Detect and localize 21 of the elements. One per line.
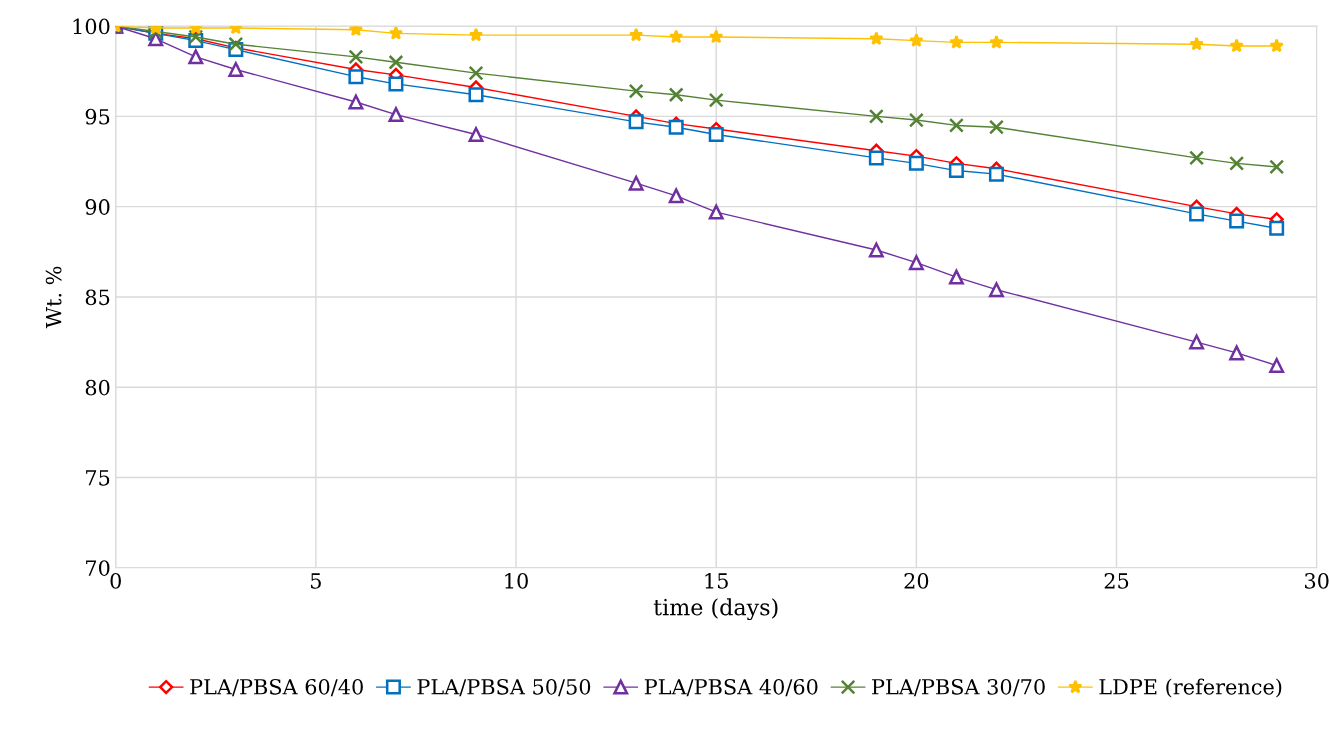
x-tick-label: 0 — [110, 572, 121, 589]
y-tick-label: 100 — [73, 18, 110, 35]
x-tick-label: 5 — [311, 573, 321, 589]
x-axis-title: time (days) — [653, 598, 778, 621]
x-tick-label: 15 — [705, 572, 728, 589]
y-tick-label: 80 — [85, 379, 110, 396]
legend-label: PLA/PBSA 30/70 — [872, 678, 1045, 697]
legend-label: PLA/PBSA 40/60 — [644, 678, 818, 697]
legend-label: LDPE (reference) — [1099, 678, 1282, 698]
x-tick-label: 20 — [904, 572, 929, 589]
y-tick-label: 95 — [85, 108, 110, 125]
y-axis-title: Wt. % — [45, 266, 62, 329]
x-tick-label: 30 — [1305, 572, 1329, 589]
y-tick-label: 85 — [85, 289, 110, 306]
x-tick-label: 25 — [1104, 572, 1129, 589]
legend-label: PLA/PBSA 60/40 — [190, 678, 363, 697]
legend-label: PLA/PBSA 50/50 — [417, 678, 591, 697]
y-tick-label: 90 — [85, 199, 110, 215]
x-tick-label: 10 — [505, 572, 528, 589]
y-tick-label: 75 — [86, 470, 110, 486]
y-tick-label: 70 — [86, 560, 110, 576]
